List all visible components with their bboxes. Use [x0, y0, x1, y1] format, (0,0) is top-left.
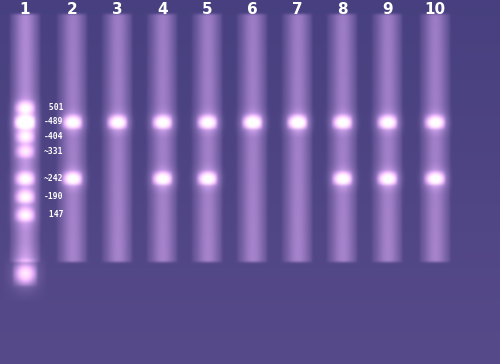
Text: 501: 501 [44, 103, 63, 112]
Text: 1: 1 [20, 1, 30, 17]
Text: -190: -190 [44, 192, 63, 201]
Text: ~331: ~331 [44, 147, 63, 155]
Text: 5: 5 [202, 1, 213, 17]
Text: 8: 8 [337, 1, 348, 17]
Text: 147: 147 [44, 210, 63, 219]
Text: 4: 4 [157, 1, 168, 17]
Text: 2: 2 [67, 1, 78, 17]
Text: -489: -489 [44, 118, 63, 126]
Text: 7: 7 [292, 1, 303, 17]
Text: 9: 9 [382, 1, 393, 17]
Text: -404: -404 [44, 132, 63, 141]
Text: ~242: ~242 [44, 174, 63, 183]
Text: 6: 6 [247, 1, 258, 17]
Text: 3: 3 [112, 1, 123, 17]
Text: 10: 10 [424, 1, 446, 17]
